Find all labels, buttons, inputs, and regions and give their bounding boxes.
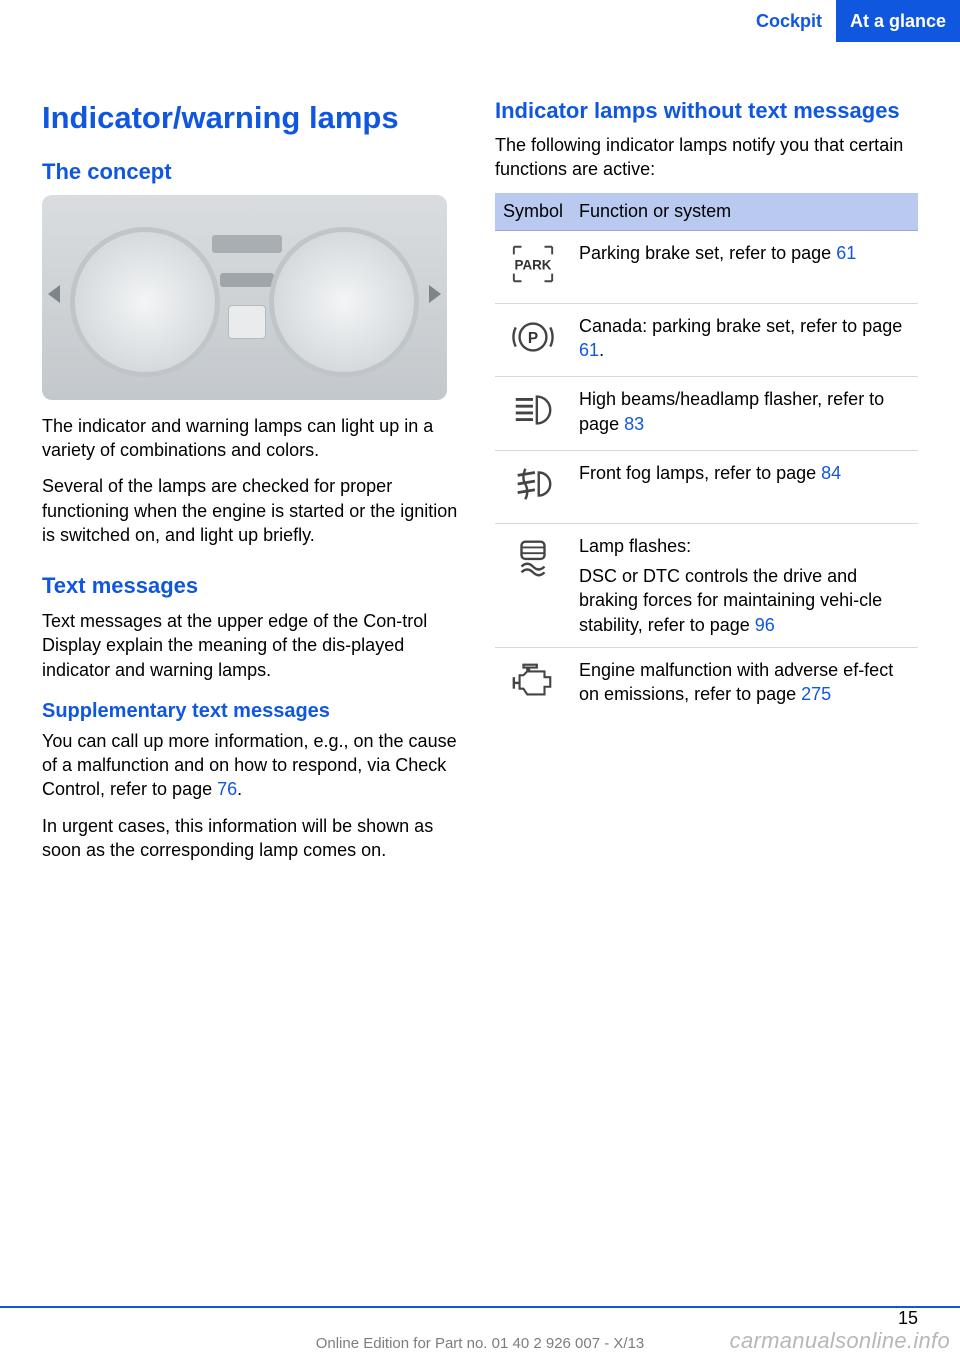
- table-row: Engine malfunction with adverse ef‐fect …: [495, 648, 918, 721]
- footer-divider: [0, 1306, 960, 1308]
- breadcrumb-chapter: At a glance: [836, 0, 960, 42]
- row-text-line2: DSC or DTC controls the drive and brakin…: [579, 566, 882, 635]
- row-text-b: .: [599, 340, 604, 360]
- page-ref[interactable]: 96: [755, 615, 775, 635]
- turn-signal-left-icon: [48, 285, 60, 303]
- watermark-text: carmanualsonline.info: [730, 1326, 950, 1356]
- cluster-indicator-row-icon: [212, 235, 282, 253]
- high-beam-icon: [510, 387, 556, 433]
- symbol-cell: [495, 648, 571, 721]
- page-ref[interactable]: 83: [624, 414, 644, 434]
- instrument-cluster-image: [42, 195, 447, 400]
- table-row: Lamp flashes: DSC or DTC controls the dr…: [495, 523, 918, 647]
- supplementary-heading: Supplementary text messages: [42, 698, 465, 725]
- table-row: P Canada: parking brake set, refer to pa…: [495, 303, 918, 376]
- table-row: PARK Parking brake set, refer to page 61: [495, 230, 918, 303]
- table-row: Front fog lamps, refer to page 84: [495, 450, 918, 523]
- row-text: Canada: parking brake set, refer to page: [579, 316, 902, 336]
- park-canada-icon: P: [510, 314, 556, 360]
- supplementary-paragraph-2: In urgent cases, this information will b…: [42, 814, 465, 863]
- function-cell: Lamp flashes: DSC or DTC controls the dr…: [571, 523, 918, 647]
- supp-text-b: .: [237, 779, 242, 799]
- text-messages-paragraph: Text messages at the upper edge of the C…: [42, 609, 465, 682]
- page-ref[interactable]: 61: [836, 243, 856, 263]
- page-ref[interactable]: 275: [801, 684, 831, 704]
- dsc-icon: [510, 534, 556, 580]
- svg-text:PARK: PARK: [515, 257, 552, 272]
- symbol-cell: PARK: [495, 230, 571, 303]
- concept-paragraph-1: The indicator and warning lamps can ligh…: [42, 414, 465, 463]
- table-header-row: Symbol Function or system: [495, 193, 918, 230]
- page-ref[interactable]: 61: [579, 340, 599, 360]
- indicator-lamps-intro: The following indicator lamps notify you…: [495, 133, 918, 182]
- turn-signal-right-icon: [429, 285, 441, 303]
- page-ref-76[interactable]: 76: [217, 779, 237, 799]
- symbol-cell: P: [495, 303, 571, 376]
- function-cell: Engine malfunction with adverse ef‐fect …: [571, 648, 918, 721]
- page-ref[interactable]: 84: [821, 463, 841, 483]
- park-icon: PARK: [510, 241, 556, 287]
- text-messages-heading: Text messages: [42, 571, 465, 601]
- fog-lamp-icon: [510, 461, 556, 507]
- speedometer-icon: [70, 227, 220, 377]
- row-text: Engine malfunction with adverse ef‐fect …: [579, 660, 893, 704]
- table-row: High beams/headlamp flasher, refer to pa…: [495, 377, 918, 450]
- breadcrumb-section: Cockpit: [742, 0, 836, 42]
- left-column: Indicator/warning lamps The concept The …: [42, 97, 465, 874]
- concept-paragraph-2: Several of the lamps are checked for pro…: [42, 474, 465, 547]
- function-cell: Front fog lamps, refer to page 84: [571, 450, 918, 523]
- symbol-cell: [495, 450, 571, 523]
- symbol-cell: [495, 377, 571, 450]
- supp-text-a: You can call up more information, e.g., …: [42, 731, 457, 800]
- row-text-line1: Lamp flashes:: [579, 534, 910, 558]
- tachometer-icon: [269, 227, 419, 377]
- cluster-airbag-icon: [228, 305, 266, 339]
- right-column: Indicator lamps without text messages Th…: [495, 97, 918, 874]
- svg-text:P: P: [528, 330, 538, 347]
- col-header-symbol: Symbol: [495, 193, 571, 230]
- row-text: Parking brake set, refer to page: [579, 243, 836, 263]
- indicator-lamps-table: Symbol Function or system PARK: [495, 193, 918, 720]
- engine-icon: [510, 658, 556, 704]
- indicator-lamps-heading: Indicator lamps without text messages: [495, 97, 918, 125]
- page-title: Indicator/warning lamps: [42, 97, 465, 139]
- row-text: Front fog lamps, refer to page: [579, 463, 821, 483]
- concept-heading: The concept: [42, 157, 465, 187]
- col-header-function: Function or system: [571, 193, 918, 230]
- symbol-cell: [495, 523, 571, 647]
- page-header: Cockpit At a glance: [0, 0, 960, 42]
- function-cell: High beams/headlamp flasher, refer to pa…: [571, 377, 918, 450]
- cluster-brake-icon: [220, 273, 274, 287]
- function-cell: Parking brake set, refer to page 61: [571, 230, 918, 303]
- supplementary-paragraph-1: You can call up more information, e.g., …: [42, 729, 465, 802]
- function-cell: Canada: parking brake set, refer to page…: [571, 303, 918, 376]
- page-content: Indicator/warning lamps The concept The …: [0, 42, 960, 874]
